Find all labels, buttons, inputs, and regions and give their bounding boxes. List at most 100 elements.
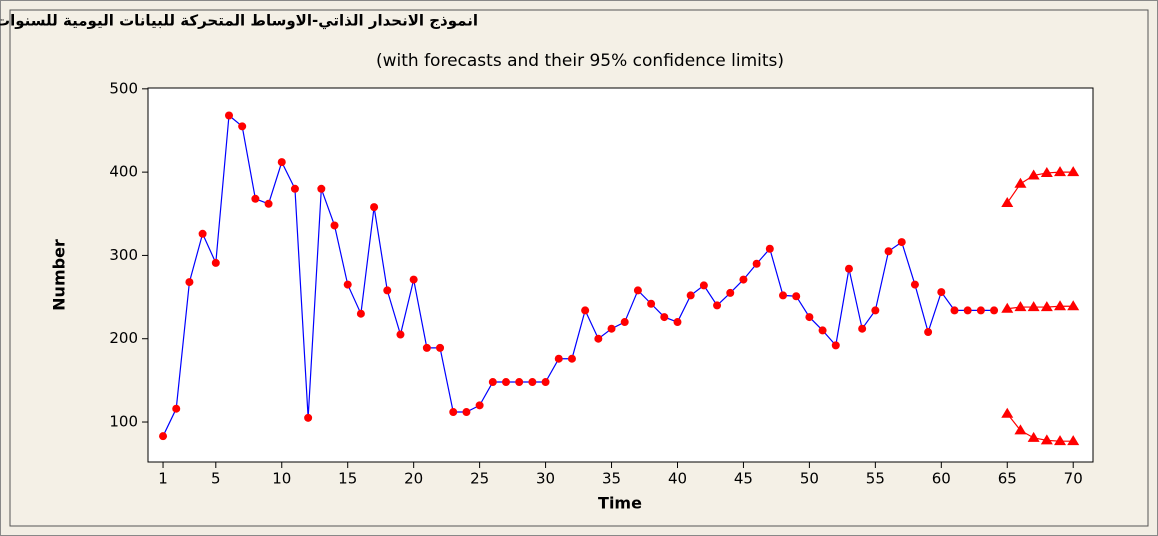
marker bbox=[752, 259, 761, 268]
y-axis-label: Number bbox=[50, 239, 69, 311]
marker bbox=[831, 341, 840, 350]
marker bbox=[884, 247, 893, 256]
marker bbox=[1014, 424, 1027, 435]
marker bbox=[198, 229, 207, 238]
marker bbox=[739, 275, 748, 284]
marker bbox=[554, 354, 563, 363]
marker bbox=[1027, 431, 1040, 442]
marker bbox=[370, 203, 379, 212]
y-tick-label: 200 bbox=[109, 329, 138, 347]
marker bbox=[765, 244, 774, 253]
marker bbox=[950, 306, 959, 315]
y-tick-label: 300 bbox=[109, 246, 138, 264]
marker bbox=[422, 343, 431, 352]
marker bbox=[937, 288, 946, 297]
marker bbox=[792, 292, 801, 301]
x-tick-label: 10 bbox=[272, 470, 291, 488]
marker bbox=[541, 378, 550, 387]
y-tick-label: 100 bbox=[109, 413, 138, 431]
marker bbox=[844, 264, 853, 273]
marker bbox=[409, 275, 418, 284]
marker bbox=[594, 334, 603, 343]
marker bbox=[277, 158, 286, 167]
marker bbox=[238, 122, 247, 131]
marker bbox=[1027, 169, 1040, 180]
marker bbox=[1067, 300, 1080, 311]
marker bbox=[1014, 301, 1027, 312]
series-line bbox=[162, 114, 995, 437]
marker bbox=[1040, 434, 1053, 445]
marker bbox=[805, 313, 814, 322]
marker bbox=[1067, 166, 1080, 177]
marker bbox=[224, 111, 233, 120]
x-tick-label: 50 bbox=[800, 470, 819, 488]
marker bbox=[1054, 435, 1067, 446]
x-axis-label: Time bbox=[598, 494, 642, 513]
x-tick-label: 70 bbox=[1064, 470, 1083, 488]
marker bbox=[528, 378, 537, 387]
x-tick-label: 20 bbox=[404, 470, 423, 488]
y-tick-label: 500 bbox=[109, 79, 138, 97]
marker bbox=[1027, 301, 1040, 312]
marker bbox=[211, 258, 220, 267]
marker bbox=[264, 199, 273, 208]
marker bbox=[858, 324, 867, 333]
marker bbox=[699, 281, 708, 290]
x-tick-label: 65 bbox=[998, 470, 1017, 488]
marker bbox=[475, 401, 484, 410]
marker bbox=[963, 306, 972, 315]
marker bbox=[660, 313, 669, 322]
x-tick-label: 5 bbox=[211, 470, 221, 488]
marker bbox=[449, 408, 458, 417]
marker bbox=[713, 301, 722, 310]
chart-title: انموذج الانحدار الذاتي-الاوساط المتحركة … bbox=[0, 12, 478, 30]
marker bbox=[871, 306, 880, 315]
marker bbox=[290, 184, 299, 193]
x-tick-label: 25 bbox=[470, 470, 489, 488]
marker bbox=[462, 408, 471, 417]
marker bbox=[726, 288, 735, 297]
x-tick-label: 35 bbox=[602, 470, 621, 488]
marker bbox=[620, 318, 629, 327]
marker bbox=[924, 328, 933, 337]
x-tick-label: 45 bbox=[734, 470, 753, 488]
marker bbox=[567, 354, 576, 363]
marker bbox=[502, 378, 511, 387]
x-tick-label: 15 bbox=[338, 470, 357, 488]
x-tick-label: 30 bbox=[536, 470, 555, 488]
marker bbox=[1067, 435, 1080, 446]
marker bbox=[1040, 301, 1053, 312]
marker bbox=[1014, 177, 1027, 188]
x-tick-label: 1 bbox=[158, 470, 168, 488]
marker bbox=[356, 309, 365, 318]
marker bbox=[1001, 196, 1014, 207]
marker bbox=[172, 404, 181, 413]
marker bbox=[304, 413, 313, 422]
marker bbox=[159, 432, 168, 441]
marker bbox=[633, 286, 642, 295]
marker bbox=[383, 286, 392, 295]
marker bbox=[515, 378, 524, 387]
marker bbox=[1054, 166, 1067, 177]
plot-area bbox=[147, 87, 1094, 463]
marker bbox=[976, 306, 985, 315]
marker bbox=[1001, 407, 1014, 418]
marker bbox=[897, 238, 906, 247]
marker bbox=[343, 280, 352, 289]
marker bbox=[818, 326, 827, 335]
marker bbox=[607, 324, 616, 333]
marker bbox=[779, 291, 788, 300]
marker bbox=[251, 194, 260, 203]
x-tick-label: 55 bbox=[866, 470, 885, 488]
marker bbox=[317, 184, 326, 193]
marker bbox=[396, 330, 405, 339]
y-tick-label: 400 bbox=[109, 163, 138, 181]
marker bbox=[488, 378, 497, 387]
marker bbox=[1040, 166, 1053, 177]
x-tick-label: 40 bbox=[668, 470, 687, 488]
marker bbox=[990, 306, 999, 315]
x-tick-label: 60 bbox=[932, 470, 951, 488]
marker bbox=[1001, 302, 1014, 313]
marker bbox=[436, 343, 445, 352]
